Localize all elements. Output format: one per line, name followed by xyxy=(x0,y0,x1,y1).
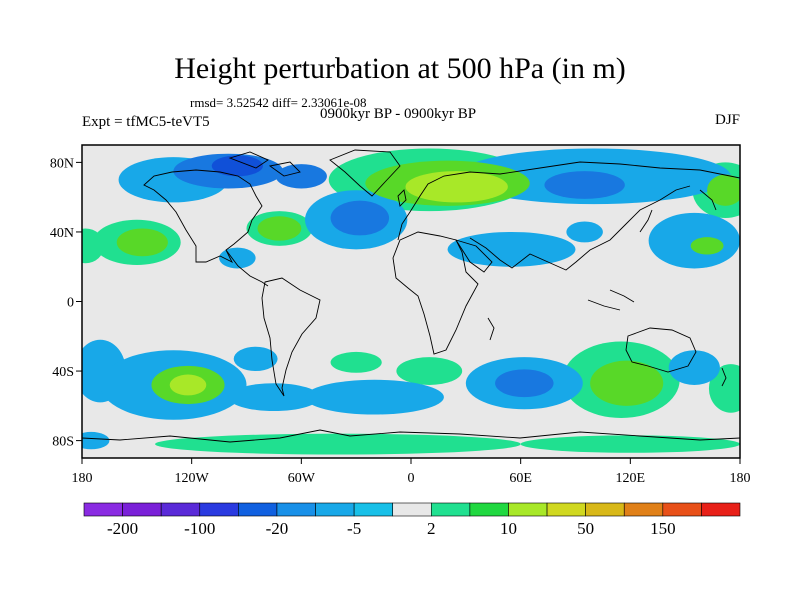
anomaly-region xyxy=(690,237,724,255)
anomaly-region xyxy=(228,383,320,412)
period-label: 0900kyr BP - 0900kyr BP xyxy=(320,106,477,122)
anomaly-region xyxy=(396,357,463,385)
colorbar: -200 -100 -20 -5 2 10 50 150 xyxy=(83,502,741,538)
colorbar-swatch xyxy=(315,502,355,517)
colorbar-label: 50 xyxy=(577,519,594,538)
anomaly-region xyxy=(520,435,740,453)
experiment-label: Expt = tfMC5-teVT5 xyxy=(82,114,210,130)
coastlines xyxy=(82,149,740,443)
lat-tick-label: 40S xyxy=(52,365,74,380)
colorbar-swatch xyxy=(276,502,316,517)
colorbar-label: 150 xyxy=(650,519,676,538)
anomaly-region xyxy=(169,374,207,396)
anomaly-region xyxy=(330,351,382,373)
anomaly-region xyxy=(405,171,508,203)
anomaly-region xyxy=(566,221,603,243)
colorbar-swatch xyxy=(199,502,239,517)
anomaly-region xyxy=(447,231,576,267)
colorbar-swatch xyxy=(546,502,586,517)
colorbar-swatch xyxy=(585,502,625,517)
colorbar-swatch xyxy=(392,502,432,517)
season-label: DJF xyxy=(714,112,740,128)
anomaly-region xyxy=(668,350,720,385)
colorbar-swatch xyxy=(623,502,664,517)
map-panel: 80N 40N 0 40S 80S 180 120W 60W 0 60E 120E 180 xyxy=(50,144,751,486)
latitude-axis: 80N 40N 0 40S 80S xyxy=(50,156,82,450)
colorbar-swatch xyxy=(83,502,123,517)
colorbar-swatch xyxy=(508,502,548,517)
colorbar-label: -200 xyxy=(107,519,138,538)
anomaly-region xyxy=(330,200,390,236)
colorbar-swatch xyxy=(238,502,278,517)
anomaly-region xyxy=(82,431,110,450)
colorbar-swatch xyxy=(430,502,471,517)
anomaly-region xyxy=(707,174,740,206)
anomaly-region xyxy=(275,164,327,189)
anomaly-region xyxy=(116,228,168,257)
lon-tick-label: 60E xyxy=(509,471,532,486)
lat-tick-label: 0 xyxy=(67,296,74,311)
lon-tick-label: 60W xyxy=(288,471,316,486)
colorbar-label: 2 xyxy=(427,519,436,538)
anomaly-region xyxy=(304,379,444,415)
anomaly-region xyxy=(82,228,104,264)
lon-tick-label: 120E xyxy=(616,471,646,486)
lon-tick-label: 0 xyxy=(408,471,415,486)
anomaly-region xyxy=(495,369,554,398)
anomaly-region xyxy=(708,364,740,413)
colorbar-label: -100 xyxy=(184,519,215,538)
anomaly-region xyxy=(257,216,302,241)
colorbar-swatch xyxy=(469,502,509,517)
colorbar-swatch xyxy=(160,502,201,517)
anomaly-region xyxy=(211,155,263,177)
figure-title: Height perturbation at 500 hPa (in m) xyxy=(174,52,626,85)
lat-tick-label: 80N xyxy=(50,156,74,171)
lat-tick-label: 80S xyxy=(52,435,74,450)
lat-tick-label: 40N xyxy=(50,226,74,241)
lon-tick-label: 120W xyxy=(175,471,210,486)
colorbar-label: -5 xyxy=(347,519,361,538)
anomaly-region xyxy=(233,346,278,372)
colorbar-label: 10 xyxy=(500,519,517,538)
colorbar-label: -20 xyxy=(266,519,289,538)
colorbar-swatch xyxy=(122,502,162,517)
lon-tick-label: 180 xyxy=(72,471,93,486)
anomaly-region xyxy=(590,360,664,406)
lon-tick-label: 180 xyxy=(730,471,751,486)
anomaly-region xyxy=(544,171,625,199)
colorbar-swatch xyxy=(662,502,702,517)
anomaly-field xyxy=(82,148,740,455)
anomaly-region xyxy=(155,433,521,455)
colorbar-swatch xyxy=(701,502,741,517)
colorbar-swatch xyxy=(353,502,394,517)
longitude-axis: 180 120W 60W 0 60E 120E 180 xyxy=(72,458,751,486)
stats-label: rmsd= 3.52542 diff= 2.33061e-08 xyxy=(190,95,367,110)
